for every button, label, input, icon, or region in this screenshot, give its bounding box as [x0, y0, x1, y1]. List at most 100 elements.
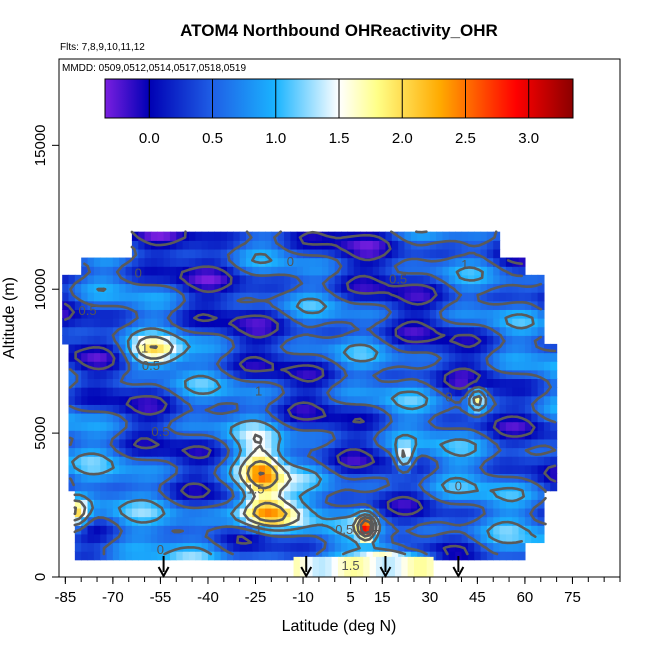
- heatmap-cell: [550, 430, 558, 440]
- heatmap-cell: [315, 438, 323, 449]
- heatmap-cell: [207, 266, 215, 276]
- heatmap-cell: [398, 266, 406, 276]
- heatmap-cell: [252, 335, 260, 345]
- heatmap-cell: [531, 438, 539, 449]
- heatmap-cell: [385, 335, 393, 345]
- heatmap-cell: [461, 421, 469, 431]
- heatmap-cell: [347, 499, 355, 509]
- heatmap-cell: [106, 482, 114, 492]
- heatmap-cell: [398, 378, 406, 388]
- heatmap-cell: [68, 473, 76, 483]
- heatmap-cell: [353, 395, 361, 405]
- heatmap-cell: [131, 300, 139, 310]
- heatmap-cell: [410, 300, 418, 310]
- heatmap-cell: [296, 309, 304, 319]
- heatmap-cell: [284, 507, 291, 518]
- heatmap-cell: [93, 369, 101, 380]
- heatmap-cell: [372, 490, 380, 500]
- heatmap-cell: [176, 395, 184, 405]
- heatmap-cell: [379, 387, 387, 397]
- heatmap-cell: [524, 274, 532, 285]
- heatmap-cell: [150, 318, 158, 328]
- heatmap-cell: [169, 542, 177, 552]
- heatmap-cell: [290, 343, 298, 354]
- heatmap-cell: [347, 369, 355, 380]
- heatmap-cell: [429, 395, 437, 405]
- heatmap-cell: [290, 335, 298, 345]
- heatmap-cell: [144, 309, 152, 319]
- marker-arrow-head: [300, 566, 313, 579]
- heatmap-cell: [284, 318, 291, 328]
- heatmap-cell: [398, 292, 406, 302]
- heatmap-cell: [74, 430, 82, 440]
- heatmap-cell: [258, 516, 266, 526]
- heatmap-cell: [543, 352, 551, 362]
- heatmap-cell: [524, 352, 532, 362]
- heatmap-cell: [81, 473, 89, 483]
- heatmap-cell: [467, 369, 475, 380]
- heatmap-cell: [144, 266, 152, 276]
- heatmap-cell: [277, 499, 285, 509]
- heatmap-cell: [176, 533, 184, 544]
- heatmap-cell: [201, 525, 209, 535]
- heatmap-cell: [195, 343, 203, 354]
- heatmap-cell: [106, 257, 114, 267]
- heatmap-cell: [398, 412, 406, 423]
- heatmap-cell: [296, 507, 304, 518]
- heatmap-cell: [417, 309, 425, 319]
- heatmap-cell: [341, 490, 349, 500]
- heatmap-cell: [385, 412, 393, 423]
- heatmap-cell: [233, 507, 241, 518]
- heatmap-cell: [201, 257, 209, 267]
- heatmap-cell: [347, 525, 355, 535]
- heatmap-cell: [417, 456, 425, 466]
- heatmap-cell: [455, 430, 463, 440]
- heatmap-cell: [296, 482, 304, 492]
- heatmap-cell: [201, 533, 209, 544]
- heatmap-cell: [277, 533, 285, 544]
- heatmap-cell: [423, 456, 431, 466]
- heatmap-cell: [467, 266, 475, 276]
- heatmap-cell: [277, 283, 285, 293]
- heatmap-cell: [239, 456, 247, 466]
- heatmap-cell: [258, 464, 266, 474]
- heatmap-cell: [157, 343, 165, 354]
- heatmap-cell: [239, 412, 247, 423]
- heatmap-cell: [391, 274, 399, 285]
- heatmap-cell: [347, 421, 355, 431]
- heatmap-cell: [512, 387, 520, 397]
- heatmap-cell: [144, 525, 152, 535]
- heatmap-cell: [144, 482, 152, 492]
- heatmap-cell: [328, 266, 336, 276]
- heatmap-cell: [303, 430, 310, 440]
- heatmap-cell: [195, 473, 203, 483]
- heatmap-cell: [334, 499, 342, 509]
- heatmap-cell: [341, 421, 349, 431]
- contour-label: 1: [255, 522, 262, 537]
- heatmap-cell: [334, 404, 342, 414]
- heatmap-cell: [455, 412, 463, 423]
- heatmap-cell: [353, 482, 361, 492]
- heatmap-cell: [461, 335, 469, 345]
- heatmap-cell: [328, 421, 336, 431]
- heatmap-cell: [258, 551, 266, 561]
- heatmap-cell: [188, 473, 196, 483]
- heatmap-cell: [119, 551, 127, 561]
- heatmap-cell: [119, 395, 127, 405]
- heatmap-cell: [442, 507, 450, 518]
- heatmap-cell: [112, 464, 120, 474]
- heatmap-cell: [81, 421, 89, 431]
- heatmap-cell: [74, 473, 82, 483]
- heatmap-cell: [265, 352, 272, 362]
- heatmap-cell: [499, 447, 507, 457]
- heatmap-cell: [461, 551, 469, 561]
- heatmap-cell: [429, 438, 437, 449]
- heatmap-cell: [474, 309, 482, 319]
- marker-arrow-head: [157, 566, 170, 579]
- heatmap-cell: [385, 456, 393, 466]
- heatmap-cell: [100, 266, 108, 276]
- heatmap-cell: [398, 369, 406, 380]
- heatmap-cell: [93, 318, 101, 328]
- heatmap-cell: [271, 266, 279, 276]
- heatmap-cell: [81, 274, 89, 285]
